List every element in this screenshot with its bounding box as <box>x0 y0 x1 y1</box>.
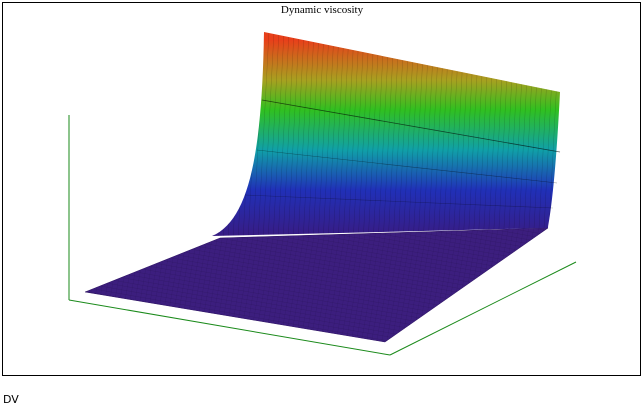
contour-line <box>261 99 561 153</box>
plot-title: Dynamic viscosity <box>281 4 364 16</box>
plot-window: Dynamic viscosity <box>2 2 641 376</box>
surface-mesh <box>212 32 560 236</box>
caption: DV <box>3 393 19 406</box>
contour-line <box>244 194 554 209</box>
contour-line <box>256 149 558 184</box>
surface <box>84 32 561 343</box>
axis-line <box>389 261 577 356</box>
axis-line <box>68 299 391 356</box>
